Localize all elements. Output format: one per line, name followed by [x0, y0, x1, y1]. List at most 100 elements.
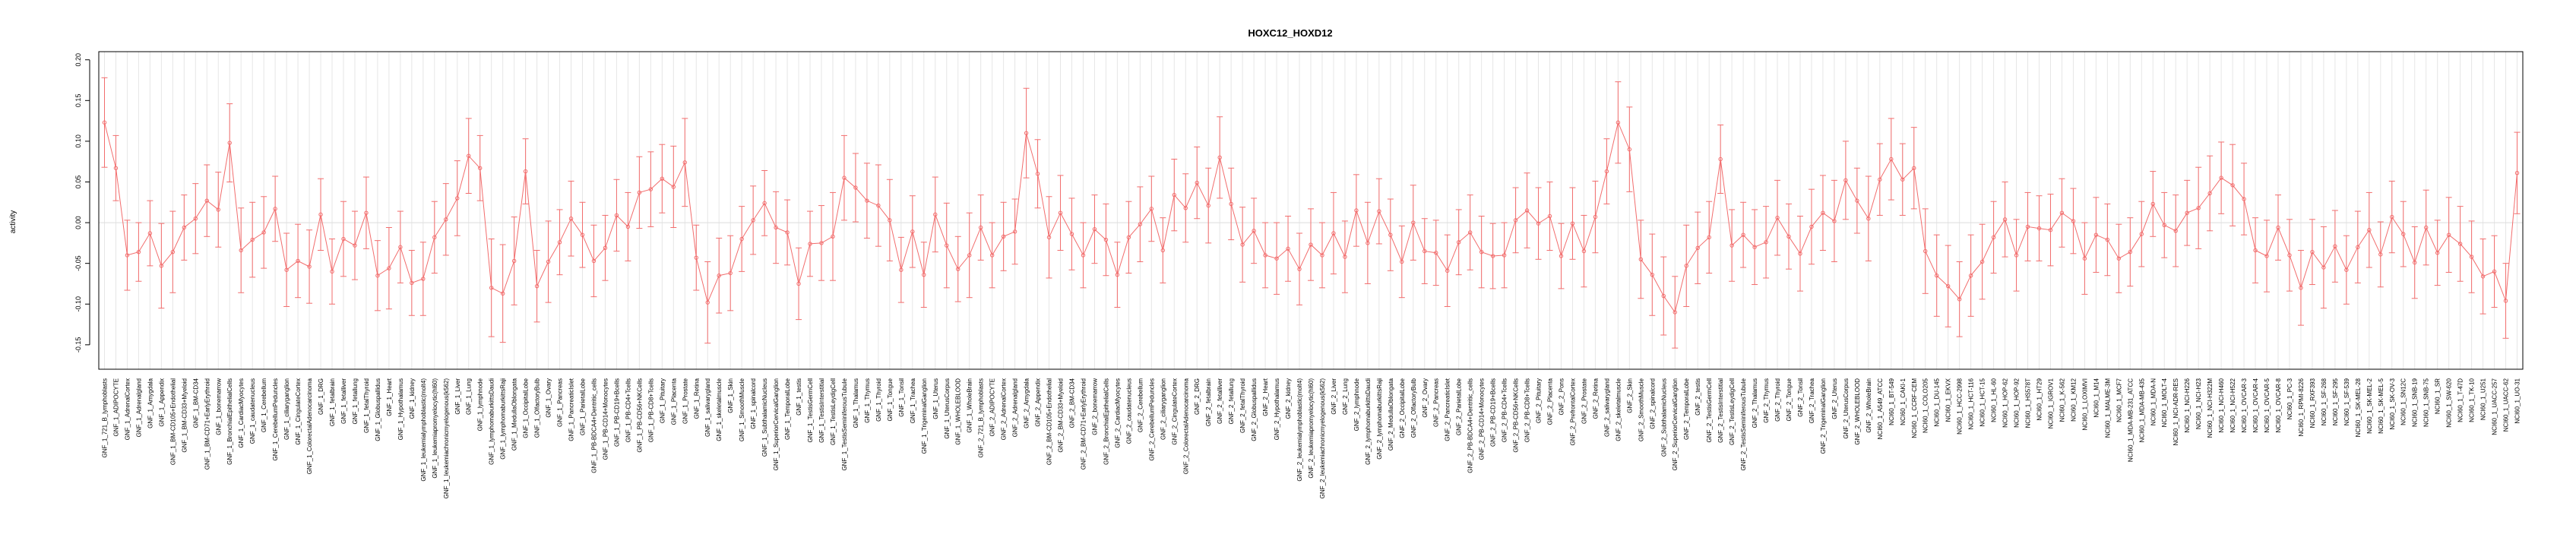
x-tick-label: GNF_1_fetalliver	[340, 378, 347, 424]
x-tick-label: GNF_1_PB-CD4+Tcells	[625, 378, 631, 442]
data-point	[2025, 224, 2030, 229]
data-point	[2253, 248, 2258, 253]
x-tick-label: NCI60_1_COLO205	[1923, 378, 1929, 433]
x-tick-label: NCI60_1_RXF393	[2309, 378, 2316, 428]
data-point	[842, 175, 847, 180]
x-tick-label: GNF_2_Prostate	[1581, 378, 1587, 424]
x-tick-label: GNF_1_Skin	[727, 378, 734, 413]
x-tick-label: GNF_2_TrigeminalGanglion	[1820, 378, 1827, 454]
x-tick-label: GNF_1_leukemiachronicmyelogenous(k562)	[443, 378, 450, 499]
x-tick-label: NCI60_1_HOP-62	[2002, 378, 2009, 427]
data-point	[1252, 229, 1256, 233]
data-point	[2514, 170, 2520, 175]
data-point	[1878, 177, 1882, 182]
data-point	[2321, 265, 2326, 270]
data-point	[2196, 206, 2201, 210]
x-tick-label: GNF_1_skeletalmuscle	[716, 378, 723, 441]
data-point	[2150, 201, 2155, 207]
x-tick-label: NCI60_1_MDA-MB-231_ATCC	[2127, 378, 2134, 462]
x-tick-label: GNF_1_PB-CD56+NKCells	[636, 378, 643, 453]
x-tick-label: NCI60_1_TK-10	[2469, 378, 2476, 422]
data-point	[410, 280, 414, 286]
x-tick-label: NCI60_1_NCI-ADR-RES	[2173, 378, 2179, 445]
x-tick-label: NCI60_1_SK-MEL-28	[2355, 378, 2362, 437]
plot-frame	[98, 51, 2524, 370]
x-tick-label: GNF_2_OlfactoryBulb	[1410, 378, 1417, 438]
x-tick-label: NCI60_1_OVCAR-3	[2241, 378, 2248, 432]
x-tick-label: GNF_1_Trachea	[910, 378, 916, 423]
data-point	[910, 229, 915, 234]
data-point	[1206, 203, 1210, 208]
data-point	[2207, 191, 2212, 196]
x-tick-label: GNF_1_SmoothMuscle	[739, 378, 745, 441]
x-tick-label: GNF_2_PB-CD56+NKCells	[1513, 378, 1520, 453]
x-tick-label: GNF_2_TemporalLobe	[1683, 378, 1690, 439]
data-point	[1900, 177, 1905, 182]
data-point	[1798, 251, 1802, 256]
data-point	[1092, 226, 1097, 232]
data-point	[511, 258, 517, 264]
x-tick-label: NCI60_1_NCI-H460	[2218, 378, 2225, 432]
x-tick-label: GNF_1_Placenta	[670, 378, 677, 425]
x-tick-label: GNF_2_WHOLEBLOOD	[1854, 378, 1861, 445]
x-tick-label: NCI60_1_OVCAR-5	[2264, 378, 2271, 432]
data-point	[2378, 252, 2383, 257]
data-point	[1855, 198, 1859, 203]
data-point	[455, 196, 460, 201]
x-tick-label: GNF_2_Globuspallidus	[1251, 378, 1258, 441]
data-point	[2423, 225, 2429, 230]
x-tick-label: NCI60_1_NCI-H23	[2195, 378, 2202, 429]
x-tick-label: GNF_2_721_B_lymphoblasts	[978, 378, 985, 458]
data-point	[819, 241, 824, 245]
x-tick-label: GNF_2_Ovary	[1422, 378, 1429, 418]
data-point	[2401, 232, 2406, 236]
data-point	[1502, 253, 1507, 258]
data-point	[705, 300, 710, 305]
x-tick-label: GNF_1_BM-CD71+EarlyErythroid	[204, 378, 210, 470]
x-tick-label: GNF_2_Lung	[1342, 378, 1349, 415]
y-tick-label: 0.05	[74, 175, 82, 189]
data-point	[682, 160, 687, 165]
x-tick-label: NCI60_1_UACC-62	[2503, 378, 2510, 432]
data-point	[1547, 213, 1552, 219]
data-point	[853, 185, 858, 190]
data-point	[922, 272, 926, 277]
data-point	[831, 234, 835, 239]
data-point	[1638, 257, 1644, 262]
data-point	[1024, 131, 1029, 135]
x-tick-label: GNF_1_CingulateCortex	[295, 378, 302, 445]
data-point	[227, 141, 232, 145]
x-tick-label: GNF_1_PancreaticIslet	[568, 378, 575, 441]
x-tick-label: GNF_1_MedullaOblongata	[511, 378, 518, 451]
x-tick-label: GNF_2_SuperiorCervicalGanglion	[1672, 378, 1679, 470]
data-point	[1809, 224, 1814, 229]
x-tick-label: GNF_2_ColorectalAdenocarcinoma	[1182, 378, 1189, 474]
x-tick-label: GNF_2_ParietalLobe	[1456, 378, 1463, 435]
data-point	[2480, 274, 2486, 279]
data-point	[1775, 215, 1780, 220]
data-point	[170, 249, 176, 255]
data-point	[1456, 240, 1461, 245]
data-point	[2310, 249, 2315, 255]
data-point	[1069, 232, 1074, 236]
data-point	[2446, 232, 2451, 237]
data-point	[1536, 221, 1541, 226]
data-point	[353, 243, 357, 248]
x-tick-label: GNF_1_Lung	[466, 378, 473, 415]
data-point	[193, 217, 198, 221]
data-point	[341, 236, 346, 242]
data-point	[1627, 147, 1632, 152]
x-tick-label: NCI60_1_HCT-116	[1968, 378, 1975, 429]
data-point	[534, 283, 540, 289]
data-point	[1126, 235, 1131, 240]
x-tick-label: GNF_1_PB-CD19+Bcells	[613, 378, 620, 447]
data-point	[1889, 157, 1894, 162]
data-point	[1593, 214, 1598, 220]
x-tick-label: GNF_1_Hypothalamus	[397, 378, 404, 440]
x-tick-label: GNF_2_PB-CD4+Tcells	[1502, 378, 1508, 442]
data-point	[1354, 208, 1359, 213]
x-tick-label: NCI60_1_HCC-2998	[1957, 378, 1964, 434]
data-point	[1707, 235, 1711, 240]
x-tick-label: GNF_1_TestisLeydigCell	[830, 378, 837, 445]
x-tick-label: NCI60_1_BT-549	[1888, 378, 1895, 425]
